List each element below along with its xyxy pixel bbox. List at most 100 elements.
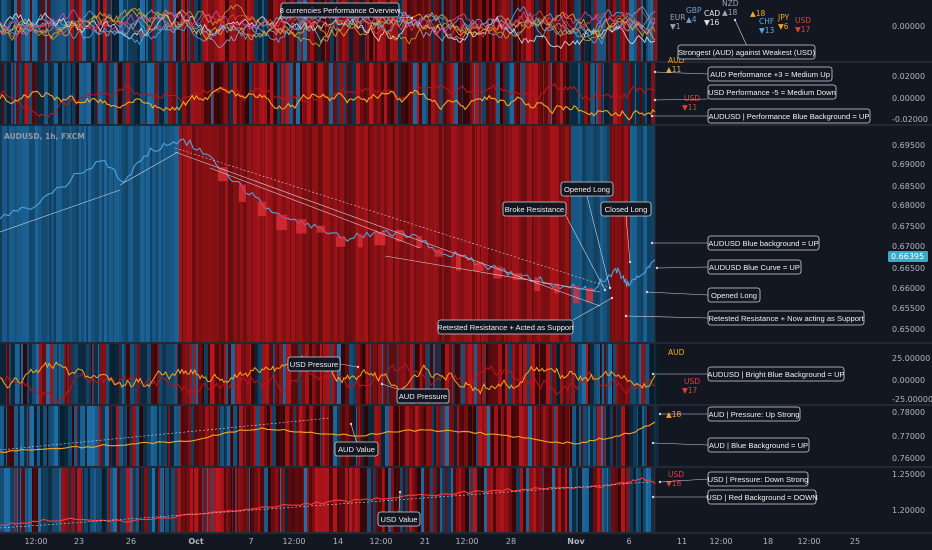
regime-band (6, 63, 8, 124)
regime-band (20, 344, 22, 404)
usd-pressure-series (0, 363, 656, 404)
regime-band (346, 63, 349, 124)
regime-band (280, 63, 282, 124)
callout-text: USD | Pressure: Down Strong (708, 475, 809, 484)
regime-band (608, 63, 610, 124)
currency-name: USD (668, 470, 684, 479)
regime-band (107, 0, 111, 61)
regime-band (111, 406, 113, 466)
regime-band (24, 406, 27, 466)
regime-band (533, 468, 537, 532)
regime-band (231, 0, 235, 61)
regime-band (403, 0, 408, 61)
regime-band (522, 406, 525, 466)
callout-box (560, 181, 614, 197)
regime-band (47, 126, 49, 342)
regime-band (208, 406, 210, 466)
regime-band (478, 0, 483, 61)
regime-band (453, 344, 456, 404)
regime-band (273, 63, 275, 124)
regime-band (443, 63, 448, 124)
regime-band (178, 63, 183, 124)
regime-band (242, 63, 246, 124)
trendline (209, 167, 421, 249)
regime-band (340, 126, 345, 342)
regime-band (573, 63, 578, 124)
regime-band (494, 344, 499, 404)
regime-band (426, 63, 429, 124)
overview-series (0, 9, 656, 49)
regime-band (127, 406, 130, 466)
regime-band (108, 468, 111, 532)
regime-band (180, 344, 183, 404)
regime-band (588, 406, 591, 466)
regime-band (58, 126, 63, 342)
currency-score: ▲4 (686, 15, 697, 24)
regime-band (454, 63, 459, 124)
regime-band (340, 406, 343, 466)
regime-band (543, 406, 547, 466)
regime-band (269, 344, 274, 404)
regime-band (290, 126, 292, 342)
regime-band (17, 126, 21, 342)
callout-leader (625, 215, 631, 263)
regime-band (626, 468, 630, 532)
regime-band (231, 344, 236, 404)
currency-name: CAD (704, 9, 720, 18)
regime-band (91, 63, 94, 124)
regime-band (127, 0, 129, 61)
regime-band (166, 344, 170, 404)
regime-band (633, 468, 637, 532)
regime-band (267, 406, 271, 466)
regime-band (472, 406, 474, 466)
regime-band (389, 344, 394, 404)
regime-band (575, 126, 580, 342)
regime-band (541, 406, 544, 466)
regime-band (203, 406, 206, 466)
regime-band (500, 126, 502, 342)
regime-band (552, 63, 557, 124)
regime-band (11, 344, 16, 404)
regime-band (433, 344, 436, 404)
regime-band (192, 126, 197, 342)
regime-band (32, 468, 34, 532)
callout-anchor (658, 412, 662, 416)
regime-band (459, 468, 462, 532)
regime-band (15, 63, 17, 124)
callout-box (707, 366, 845, 382)
regime-band (425, 344, 427, 404)
regime-band (99, 468, 103, 532)
regime-band (647, 126, 652, 342)
currency-score: ▲11 (666, 65, 682, 74)
regime-band (550, 344, 553, 404)
regime-band (172, 63, 177, 124)
regime-band (52, 63, 55, 124)
regime-band (447, 468, 452, 532)
regime-band (99, 126, 103, 342)
aud-value-series (0, 421, 656, 453)
regime-band (602, 468, 605, 532)
regime-band (278, 468, 281, 532)
regime-band (130, 344, 135, 404)
regime-band (224, 63, 229, 124)
x-tick-label: 23 (74, 537, 84, 546)
regime-band (382, 344, 384, 404)
regime-band (556, 63, 561, 124)
regime-band (152, 126, 157, 342)
regime-band (562, 406, 566, 466)
regime-band (449, 63, 452, 124)
regime-band (44, 468, 49, 532)
regime-band (268, 468, 272, 532)
regime-band (413, 63, 418, 124)
regime-band (544, 126, 547, 342)
regime-band (302, 468, 305, 532)
regime-band (11, 468, 15, 532)
trendline (119, 151, 179, 186)
regime-band (272, 406, 277, 466)
regime-band (421, 468, 425, 532)
regime-band (37, 63, 39, 124)
regime-band (255, 63, 260, 124)
regime-band (519, 0, 522, 61)
x-tick-label: Oct (188, 537, 204, 546)
regime-band (437, 126, 440, 342)
